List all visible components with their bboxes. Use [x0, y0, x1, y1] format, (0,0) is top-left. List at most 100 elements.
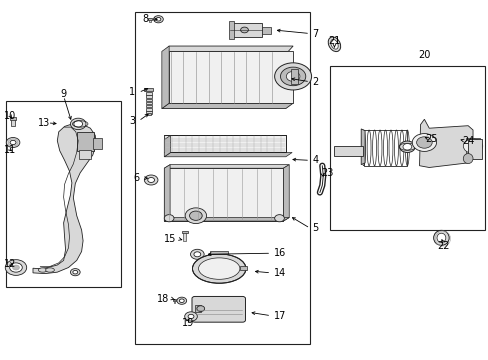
Polygon shape: [164, 46, 292, 51]
Polygon shape: [164, 165, 288, 168]
Bar: [146, 113, 150, 115]
Circle shape: [13, 265, 20, 270]
Bar: [10, 117, 17, 120]
Text: 25: 25: [425, 134, 437, 144]
Ellipse shape: [436, 233, 445, 243]
Text: 20: 20: [417, 50, 430, 60]
Circle shape: [402, 144, 411, 150]
Circle shape: [153, 16, 163, 23]
Circle shape: [189, 211, 202, 220]
Text: 22: 22: [437, 241, 449, 251]
Circle shape: [399, 141, 414, 153]
Bar: [148, 18, 152, 20]
Polygon shape: [164, 153, 291, 157]
Polygon shape: [33, 123, 96, 274]
Ellipse shape: [327, 37, 340, 51]
Text: 10: 10: [4, 111, 16, 121]
Circle shape: [462, 139, 482, 153]
Ellipse shape: [192, 254, 245, 283]
Text: 5: 5: [312, 223, 318, 233]
Text: 12: 12: [4, 259, 16, 269]
Circle shape: [274, 215, 284, 222]
Text: 21: 21: [327, 36, 340, 46]
Ellipse shape: [45, 268, 54, 272]
Ellipse shape: [198, 258, 240, 279]
Bar: [145, 95, 151, 98]
Text: 14: 14: [273, 268, 285, 278]
Circle shape: [70, 269, 80, 276]
Bar: [77, 132, 94, 152]
Bar: [239, 266, 246, 270]
Circle shape: [188, 314, 194, 319]
Polygon shape: [419, 119, 472, 167]
Circle shape: [144, 175, 158, 185]
Text: 23: 23: [320, 168, 333, 178]
Ellipse shape: [433, 230, 448, 246]
Circle shape: [286, 71, 299, 81]
Bar: [261, 27, 271, 33]
Text: 15: 15: [163, 234, 176, 244]
Text: 13: 13: [38, 118, 50, 128]
Bar: [182, 231, 187, 233]
Text: 2: 2: [312, 77, 318, 87]
Text: 16: 16: [273, 248, 285, 258]
Text: 19: 19: [181, 318, 193, 328]
Circle shape: [10, 140, 16, 145]
Bar: [164, 168, 283, 221]
Ellipse shape: [38, 268, 47, 272]
Bar: [145, 102, 151, 104]
Bar: [172, 298, 176, 301]
Circle shape: [147, 177, 154, 183]
Text: 18: 18: [157, 294, 169, 303]
Bar: [144, 88, 153, 91]
Text: 11: 11: [4, 145, 16, 155]
Ellipse shape: [462, 154, 472, 163]
Bar: [11, 119, 15, 126]
Bar: [229, 23, 261, 37]
Circle shape: [197, 306, 204, 311]
Bar: [145, 108, 151, 111]
FancyBboxPatch shape: [192, 296, 245, 322]
Circle shape: [156, 18, 161, 21]
Bar: [173, 300, 175, 303]
Ellipse shape: [330, 39, 338, 49]
Bar: [363, 130, 407, 166]
Bar: [183, 232, 186, 241]
Text: 3: 3: [129, 116, 135, 126]
Circle shape: [194, 252, 201, 257]
Polygon shape: [164, 217, 288, 221]
Bar: [79, 150, 91, 158]
Text: 17: 17: [273, 311, 285, 321]
Polygon shape: [162, 103, 292, 109]
Circle shape: [74, 121, 82, 127]
Circle shape: [70, 118, 86, 130]
Bar: [149, 20, 151, 22]
Bar: [164, 135, 285, 153]
Bar: [93, 138, 102, 149]
Polygon shape: [162, 46, 169, 109]
Bar: [135, 12, 309, 344]
Circle shape: [274, 63, 311, 90]
Text: 24: 24: [461, 136, 473, 146]
Circle shape: [5, 260, 27, 275]
Circle shape: [164, 215, 174, 222]
Circle shape: [416, 137, 431, 148]
Circle shape: [73, 270, 78, 274]
Bar: [145, 92, 151, 95]
Bar: [145, 111, 151, 114]
Text: 9: 9: [61, 89, 66, 99]
Circle shape: [10, 263, 22, 272]
Text: 6: 6: [134, 173, 140, 183]
Circle shape: [179, 299, 184, 302]
Circle shape: [6, 138, 20, 148]
Bar: [467, 139, 481, 158]
Bar: [290, 69, 297, 84]
Circle shape: [177, 297, 186, 304]
Bar: [145, 99, 151, 101]
Polygon shape: [169, 51, 292, 103]
Polygon shape: [164, 165, 170, 221]
Polygon shape: [283, 165, 288, 221]
Bar: [329, 66, 484, 230]
Text: 1: 1: [129, 87, 135, 98]
Polygon shape: [164, 135, 170, 157]
